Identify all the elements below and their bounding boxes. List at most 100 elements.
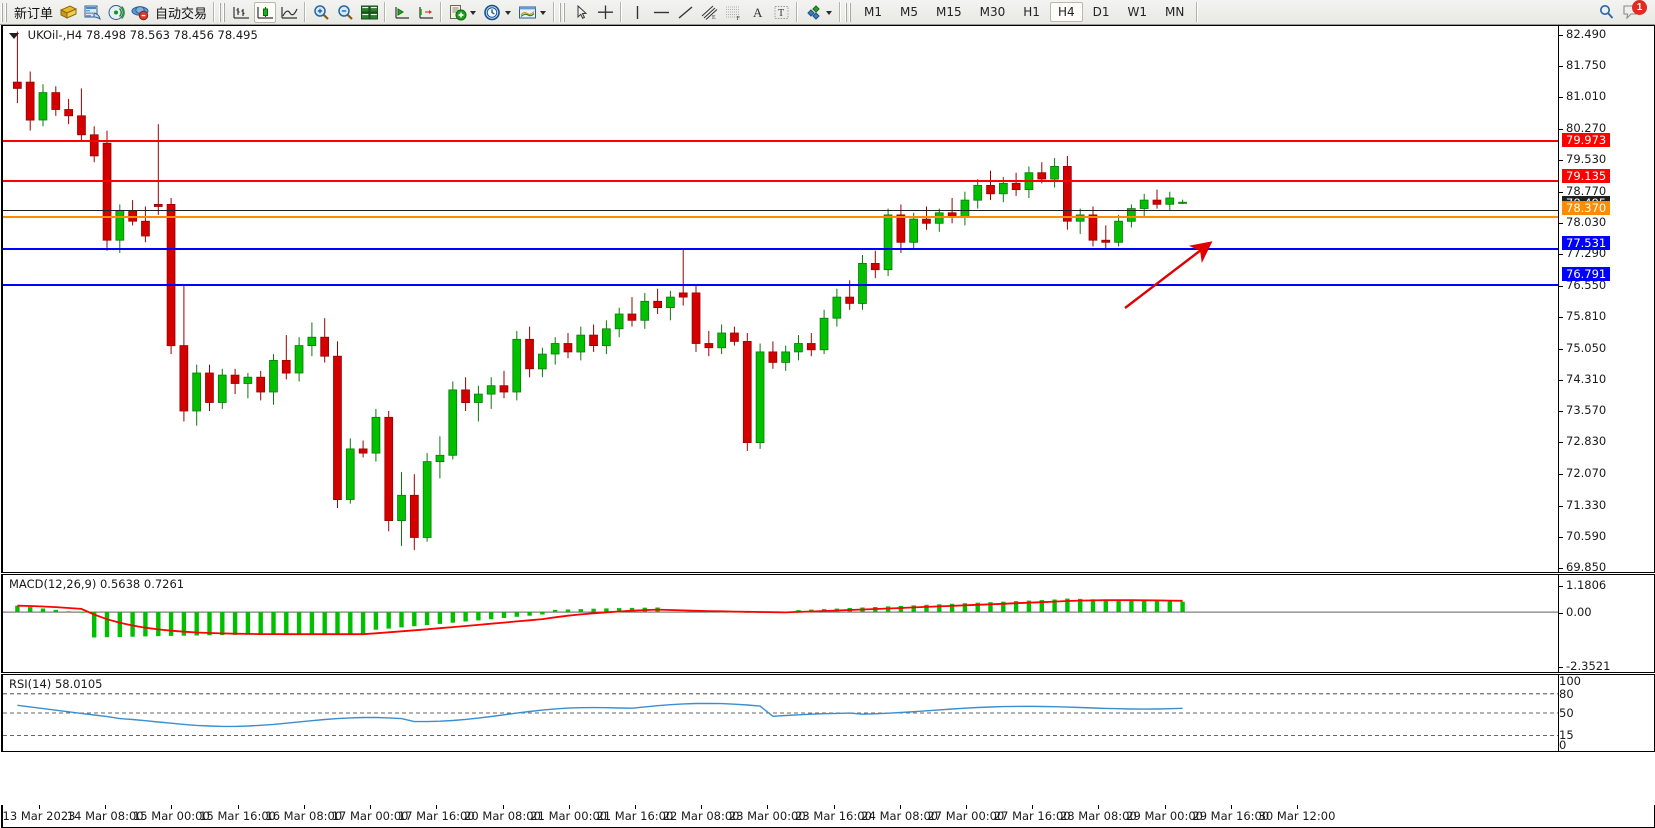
auto-trading-button[interactable]: 自动交易 [155,6,208,22]
support-line-77531[interactable] [3,248,1559,250]
price-marker-resistance[interactable]: 79.973 [1562,133,1611,148]
add-indicator-icon[interactable] [446,2,468,23]
time-label: 23 Mar 16:00 [795,809,872,823]
price-tick: 69.850 [1559,560,1606,572]
price-marker-current-price[interactable]: 78.370 [1562,200,1611,215]
timeframe-h1[interactable]: H1 [1023,5,1040,19]
cursor-icon[interactable] [570,2,592,23]
time-tick [171,805,173,809]
bars-chart-icon[interactable] [230,2,252,23]
time-tick [1032,805,1034,809]
text-icon[interactable]: A [746,2,768,23]
market-watch-icon[interactable] [81,2,103,23]
toolbar-grip-3[interactable] [559,2,567,22]
zoom-in-icon[interactable] [310,2,332,23]
toolbar-grip[interactable] [1,2,8,22]
timeframe-m5[interactable]: M5 [900,5,919,19]
rsi-tick: 80 [1559,686,1574,701]
price-tick: 73.570 [1559,403,1606,417]
price-tick: 70.590 [1559,529,1606,543]
time-tick [303,805,305,809]
support-line-76791[interactable] [3,284,1559,286]
search-icon[interactable] [1596,2,1618,23]
price-plot[interactable] [3,26,1559,572]
notifications-icon[interactable]: 1 [1620,0,1647,22]
macd-label: MACD(12,26,9) 0.5638 0.7261 [9,577,185,591]
candles-chart-icon[interactable] [254,1,277,23]
price-marker-resistance[interactable]: 79.135 [1562,168,1611,183]
toolbar-separator-9 [1196,2,1199,22]
time-label: 13 Mar 2023 [2,809,76,823]
timeframe-d1[interactable]: D1 [1092,5,1110,19]
toolbar-grip-2[interactable] [219,2,227,22]
timeframe-m30[interactable]: M30 [979,5,1006,19]
rsi-plot[interactable] [3,675,1559,751]
period-clock-icon[interactable] [481,2,503,23]
trendline-icon[interactable] [674,2,696,23]
chart-collapse-icon[interactable] [9,33,19,39]
macd-scale[interactable]: 1.1806 0.00 -2.3521 [1558,575,1654,672]
price-tick: 78.770 [1559,184,1606,198]
resistance-line-79973[interactable] [3,140,1559,142]
price-tick: 74.310 [1559,372,1606,386]
macd-series [3,598,1559,638]
objects-icon[interactable] [802,2,824,23]
rsi-pane[interactable]: 100 80 50 15 0 RSI(14) 58.0105 [1,674,1655,752]
svg-text:A: A [753,5,763,20]
time-label: 14 Mar 08:00 [66,809,144,823]
time-tick [436,805,438,809]
time-tick [105,805,107,809]
timeframe-w1[interactable]: W1 [1127,5,1148,19]
tile-windows-icon[interactable] [358,2,380,23]
signal-icon[interactable] [105,2,127,23]
timeframe-m15[interactable]: M15 [936,5,962,19]
rsi-scale[interactable]: 100 80 50 15 0 [1558,675,1654,751]
chevron-down-icon-3[interactable] [540,11,547,15]
shift-end-icon[interactable] [414,2,436,23]
time-tick [39,805,40,809]
price-tick: 72.070 [1559,466,1606,480]
new-order-button[interactable]: 新订单 [14,6,54,22]
price-tick: 81.010 [1559,89,1606,103]
vline-icon[interactable] [626,2,648,23]
time-tick [1164,805,1166,809]
templates-icon[interactable] [516,2,538,23]
wallet-icon[interactable] [57,2,79,23]
resistance-line-79135[interactable] [3,180,1559,182]
time-label: 24 Mar 08:00 [861,809,939,823]
timeframe-mn[interactable]: MN [1165,5,1185,19]
shift-start-icon[interactable] [390,2,412,23]
timeframe-h4[interactable]: H4 [1049,2,1083,22]
time-tick [370,805,372,809]
line-chart-icon[interactable] [278,2,300,23]
macd-plot[interactable] [3,575,1559,672]
time-label: 27 Mar 00:00 [927,809,1005,823]
price-marker-support[interactable]: 77.531 [1562,236,1611,251]
price-tick: 80.270 [1559,121,1606,135]
time-label: 15 Mar 00:00 [132,809,210,823]
price-pane[interactable]: 82.490 81.750 81.010 80.270 79.530 78.770 78.0… [1,25,1655,573]
crosshair-icon[interactable] [594,2,616,23]
price-tick: 82.490 [1559,27,1606,41]
macd-pane[interactable]: 1.1806 0.00 -2.3521 MACD(12,26,9) 0.5638 0… [1,574,1655,673]
toolbar-grip-4[interactable] [845,2,853,22]
chevron-down-icon[interactable] [470,11,477,15]
time-label: 17 Mar 00:00 [331,809,409,823]
annotation-arrow-up[interactable] [1113,241,1223,316]
label-icon[interactable]: T [770,2,792,23]
current-price-line-78370[interactable] [3,216,1559,218]
fibonacci-icon[interactable]: F [722,2,744,23]
chevron-down-icon-4[interactable] [826,11,833,15]
price-marker-support[interactable]: 76.791 [1562,267,1611,282]
timeframe-m1[interactable]: M1 [864,5,883,19]
equidistant-channel-icon[interactable]: E [698,2,720,23]
zoom-out-icon[interactable] [334,2,356,23]
price-scale[interactable]: 82.490 81.750 81.010 80.270 79.530 78.770 78.0… [1558,26,1654,572]
chevron-down-icon-2[interactable] [505,11,512,15]
hline-icon[interactable] [650,2,672,23]
price-tick: 78.030 [1559,215,1606,229]
svg-text:E: E [712,15,716,21]
price-tick: 71.330 [1559,498,1606,512]
auto-trading-icon[interactable] [129,2,151,23]
time-axis[interactable]: 13 Mar 2023 14 Mar 08:00 15 Mar 00:00 15 Ma… [1,805,1655,828]
